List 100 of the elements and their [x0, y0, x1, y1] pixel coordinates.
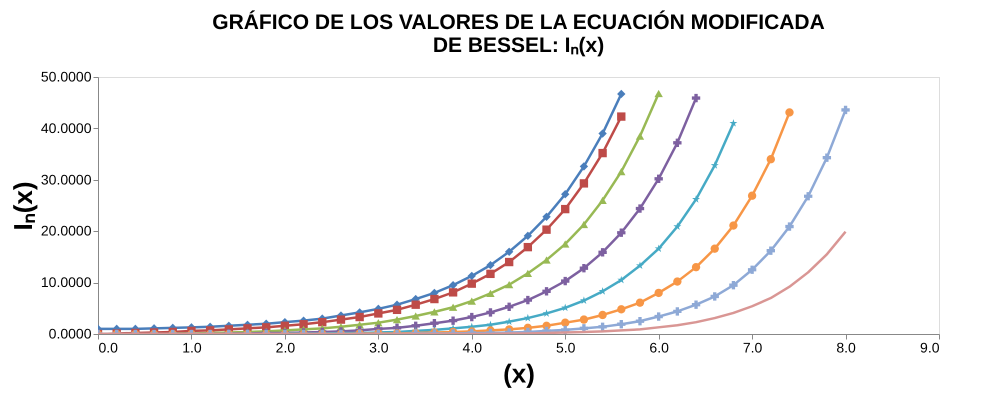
point: [617, 305, 626, 314]
point: [598, 322, 607, 331]
point: [486, 308, 495, 317]
point: [524, 296, 532, 304]
y-tick-label: 20.0000: [40, 222, 92, 239]
point: [448, 288, 458, 297]
point: [598, 248, 607, 256]
point: [598, 287, 607, 295]
point: [448, 304, 458, 311]
point: [692, 195, 700, 203]
x-tick-label: 9.0: [920, 340, 940, 356]
point: [430, 294, 439, 304]
x-tick-label: 1.0: [182, 340, 202, 356]
point: [561, 276, 570, 286]
point: [804, 192, 812, 200]
point: [822, 154, 832, 162]
point: [318, 318, 326, 326]
point: [580, 162, 588, 171]
point: [636, 261, 644, 270]
point: [430, 308, 439, 316]
point: [636, 316, 644, 326]
point: [654, 90, 663, 98]
point: [598, 129, 607, 138]
point: [692, 300, 700, 309]
point: [654, 288, 663, 298]
point: [729, 280, 738, 290]
point: [524, 232, 532, 240]
point: [468, 297, 476, 305]
point: [617, 276, 626, 284]
point: [412, 300, 420, 309]
point: [673, 277, 682, 286]
point: [486, 290, 495, 298]
x-tick-label: 6.0: [649, 340, 670, 356]
y-tick-label: 0.0000: [48, 326, 92, 342]
point: [524, 242, 532, 252]
point: [504, 302, 514, 311]
point: [598, 310, 607, 320]
point: [692, 94, 700, 102]
point: [580, 220, 588, 228]
point: [486, 260, 495, 270]
x-tick-label: 2.0: [276, 340, 296, 356]
point: [336, 315, 346, 324]
point: [785, 222, 794, 231]
point: [468, 272, 476, 280]
point: [692, 263, 700, 272]
point: [710, 292, 719, 301]
point: [748, 192, 756, 200]
point: [374, 309, 383, 318]
point: [710, 161, 719, 169]
point: [748, 266, 756, 274]
point: [542, 225, 551, 234]
point: [841, 106, 850, 114]
point: [524, 270, 532, 277]
y-tick-label: 40.0000: [40, 120, 92, 136]
point: [486, 270, 495, 278]
point: [766, 246, 775, 255]
point: [355, 312, 364, 322]
point: [617, 320, 626, 328]
point: [468, 279, 476, 288]
point: [448, 280, 458, 290]
point: [785, 108, 794, 117]
x-tick-label: 3.0: [369, 340, 389, 356]
point: [617, 90, 626, 98]
point: [580, 264, 588, 272]
point: [617, 112, 626, 121]
y-tick-label: 10.0000: [40, 274, 92, 290]
x-tick-label: 8.0: [836, 340, 856, 356]
point: [729, 119, 738, 127]
point: [617, 168, 626, 176]
point: [654, 244, 663, 252]
point: [561, 190, 570, 198]
point: [542, 212, 551, 221]
point: [504, 258, 514, 266]
point: [448, 316, 458, 325]
point: [561, 318, 570, 327]
point: [766, 155, 775, 164]
point: [299, 320, 308, 328]
x-tick-label: 4.0: [462, 340, 482, 356]
y-tick-label: 50.0000: [40, 68, 92, 84]
point: [636, 132, 644, 140]
point: [729, 221, 738, 230]
y-tick-label: 30.0000: [40, 171, 92, 188]
point: [673, 222, 682, 230]
point: [504, 248, 514, 256]
point: [598, 148, 607, 158]
point: [542, 287, 551, 296]
point: [392, 316, 402, 324]
y-axis-title: Iₙ(x): [8, 182, 38, 230]
point: [580, 315, 588, 324]
x-tick-label: 0.0: [98, 340, 118, 356]
point: [617, 228, 626, 237]
point: [504, 281, 514, 288]
x-tick-label: 5.0: [556, 340, 576, 356]
point: [468, 312, 476, 322]
x-tick-label: 7.0: [742, 340, 763, 356]
point: [636, 298, 644, 307]
chart-title: GRÁFICO DE LOS VALORES DE LA ECUACIÓN MODIFICADA DE BESSEL: Iₙ(x): [212, 10, 825, 57]
point: [430, 319, 439, 328]
point: [654, 312, 663, 321]
point: [412, 312, 420, 320]
